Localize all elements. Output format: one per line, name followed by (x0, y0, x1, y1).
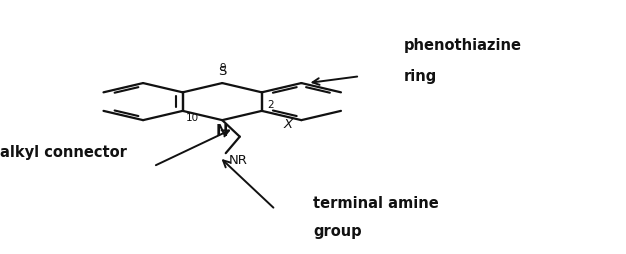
Text: ring: ring (404, 69, 437, 84)
Text: 9: 9 (219, 64, 226, 73)
Text: N: N (216, 124, 228, 139)
Text: alkyl connector: alkyl connector (0, 145, 127, 160)
Text: group: group (313, 224, 362, 239)
Text: 10: 10 (185, 113, 198, 123)
Text: S: S (218, 66, 227, 78)
Text: X: X (284, 118, 293, 132)
Text: terminal amine: terminal amine (313, 196, 439, 211)
Text: NR: NR (229, 154, 248, 167)
Text: 2: 2 (267, 100, 274, 110)
Text: phenothiazine: phenothiazine (404, 38, 521, 53)
